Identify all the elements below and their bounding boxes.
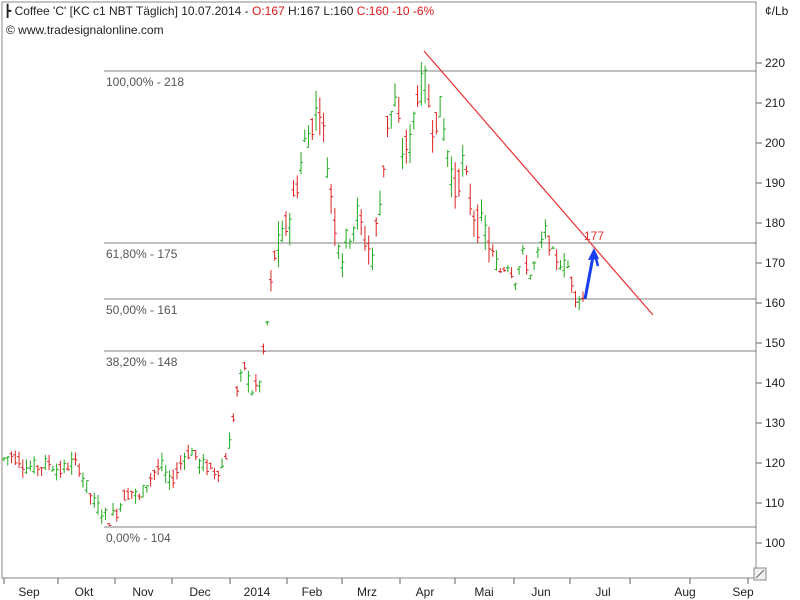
- y-axis: 100 110 120 130 140 150 160 170 180 190 200 210 220: [756, 56, 785, 550]
- fib-label-4: 0,00% - 104: [106, 531, 171, 545]
- ytick-label-7: 170: [765, 256, 785, 270]
- ytick-label-11: 210: [765, 96, 785, 110]
- resize-grip-icon: [755, 569, 765, 579]
- fib-label-1: 61,80% - 175: [106, 247, 178, 261]
- header-low: L:160: [323, 4, 354, 18]
- header-change: C:160 -10 -6%: [356, 4, 435, 18]
- xtick-label-10: Jul: [595, 585, 610, 599]
- trendline-line: [423, 50, 654, 316]
- arrow-tail: [592, 250, 600, 267]
- chart-header: ┣ Coffee 'C' [KC c1 NBT Täglich] 10.07.2…: [4, 4, 434, 18]
- xtick-label-5: Feb: [302, 585, 323, 599]
- ytick-label-3: 130: [765, 416, 785, 430]
- ohlc-bars: [2, 62, 585, 527]
- xtick-label-3: Dec: [189, 585, 210, 599]
- xtick-label-4: 2014: [244, 585, 271, 599]
- fibonacci-levels: 100,00% - 218 61,80% - 175 50,00% - 161 38,…: [104, 70, 756, 545]
- ytick-label-2: 120: [765, 456, 785, 470]
- x-axis: Sep Okt Nov Dec 2014 Feb Mrz Apr Mai Jun Jul Aug Sep: [3, 578, 754, 599]
- xtick-label-12: Sep: [732, 585, 754, 599]
- xtick-label-2: Nov: [132, 585, 153, 599]
- header-date: 10.07.2014: [181, 4, 242, 18]
- header-separator: -: [244, 4, 249, 18]
- ytick-label-8: 180: [765, 216, 785, 230]
- ytick-label-9: 190: [765, 176, 785, 190]
- fib-label-2: 50,00% - 161: [106, 303, 178, 317]
- ytick-label-12: 220: [765, 56, 785, 70]
- projection-arrow: [583, 248, 600, 300]
- fib-label-0: 100,00% - 218: [106, 75, 184, 89]
- xtick-label-0: Sep: [18, 585, 40, 599]
- ytick-label-1: 110: [765, 496, 784, 510]
- xtick-label-11: Aug: [674, 585, 695, 599]
- ytick-label-4: 140: [765, 376, 785, 390]
- arrow-head-icon: [588, 248, 599, 260]
- trendline: 177: [423, 50, 654, 316]
- chart-marker-icon: ┣: [4, 4, 12, 18]
- instrument-title: Coffee 'C' [KC c1 NBT Täglich]: [14, 4, 178, 18]
- header-open: O:167: [252, 4, 285, 18]
- trendline-label: 177: [584, 229, 604, 243]
- fib-label-3: 38,20% - 148: [106, 355, 178, 369]
- ytick-label-0: 100: [765, 536, 785, 550]
- ytick-label-6: 160: [765, 296, 785, 310]
- copyright-text: © www.tradesignalonline.com: [6, 23, 164, 37]
- header-high: H:167: [288, 4, 321, 18]
- xtick-label-1: Okt: [75, 585, 94, 599]
- ytick-label-10: 200: [765, 136, 785, 150]
- xtick-label-8: Mai: [474, 585, 493, 599]
- xtick-label-6: Mrz: [357, 585, 377, 599]
- xtick-label-9: Jun: [531, 585, 550, 599]
- xtick-label-7: Apr: [416, 585, 435, 599]
- ytick-label-5: 150: [765, 336, 785, 350]
- unit-label: ¢/Lb: [765, 4, 789, 18]
